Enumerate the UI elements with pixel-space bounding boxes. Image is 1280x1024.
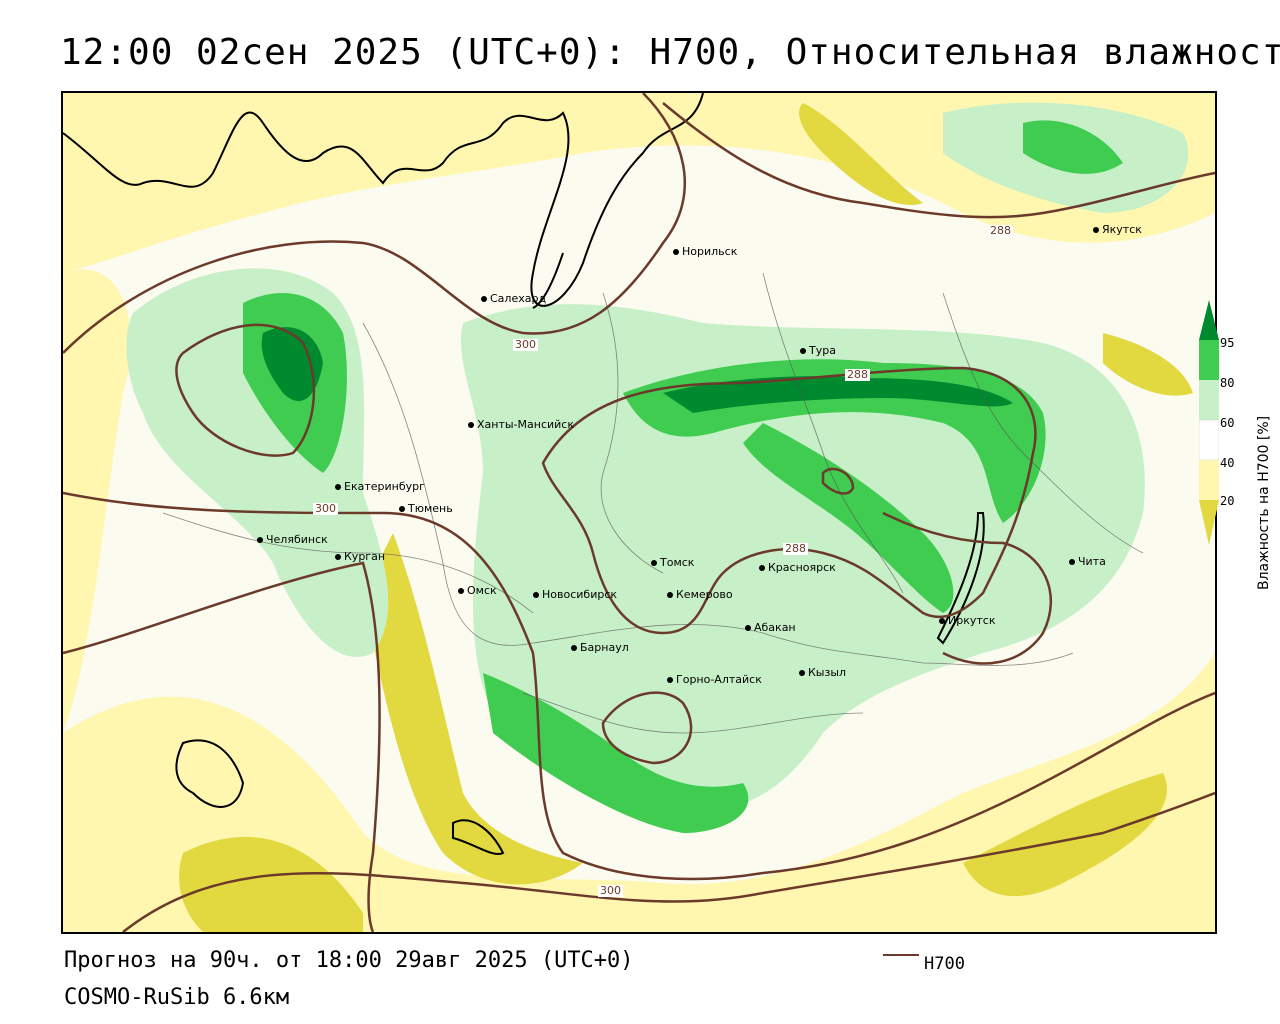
coastline-arctic (63, 93, 704, 307)
contour-label-300: 300 (598, 884, 623, 897)
model-label: COSMO-RuSib 6.6км (64, 985, 290, 1010)
dry-band-central (363, 533, 583, 885)
contour-300-south (63, 561, 381, 932)
city-khanty-mansiysk: Ханты-Мансийск (468, 418, 574, 431)
colorbar-band-60 (1199, 419, 1219, 461)
wet-patch-northeast (1023, 120, 1123, 174)
city-abakan: Абакан (745, 621, 796, 634)
very-wet-arc (663, 376, 1013, 413)
border-2 (600, 292, 664, 574)
forecast-label: Прогноз на 90ч. от 18:00 29авг 2025 (UTC… (64, 948, 634, 973)
dry-patch-north (799, 103, 923, 205)
contour-300-north (63, 93, 686, 354)
moist-regions (126, 102, 1189, 833)
dry-regions (63, 93, 1215, 932)
border-6 (942, 292, 1144, 554)
dry-band-southeast (963, 773, 1167, 897)
city-krasnoyarsk: Красноярск (759, 561, 836, 574)
coastline-baikal (936, 512, 985, 645)
very-wet-west (261, 327, 323, 402)
dry-region-north (63, 93, 1215, 273)
city-chita: Чита (1069, 555, 1106, 568)
h700-legend-label: H700 (924, 954, 965, 974)
coastline-caspian (175, 739, 245, 808)
dry-patch-east (1103, 333, 1193, 396)
colorbar-bottom-arrow (1199, 500, 1219, 545)
colorbar-tick: 20 (1220, 494, 1235, 508)
city-kyzyl: Кызыл (799, 666, 846, 679)
contour-label-300: 300 (513, 338, 538, 351)
city-kurgan: Курган (335, 550, 385, 563)
coastline-gulf (532, 252, 564, 309)
h700-legend-line (883, 954, 919, 956)
contour-label-288: 288 (845, 368, 870, 381)
city-kemerovo: Кемерово (667, 588, 733, 601)
city-irkutsk: Иркутск (939, 614, 995, 627)
dry-region-west (63, 269, 131, 733)
dry-region-south (63, 653, 1215, 932)
colorbar-tick: 80 (1220, 376, 1235, 390)
colorbar (1199, 300, 1219, 545)
colorbar-band-95 (1199, 340, 1219, 380)
city-norilsk: Норильск (673, 245, 737, 258)
colorbar-tick: 40 (1220, 456, 1235, 470)
contour-288-inner (821, 467, 855, 495)
colorbar-band-40 (1199, 460, 1219, 500)
city-tyumen: Тюмень (399, 502, 453, 515)
dry-band-southwest (179, 836, 363, 932)
city-tura: Тура (800, 344, 836, 357)
contour-300-main (63, 491, 1215, 881)
colorbar-title: Влажность на H700 [%] (1256, 415, 1272, 590)
map-title: 12:00 02сен 2025 (UTC+0): H700, Относите… (60, 32, 1280, 73)
city-novosibirsk: Новосибирск (533, 588, 617, 601)
contour-300-west-loop (175, 323, 316, 457)
wet-band-diagonal (743, 423, 954, 613)
map-canvas (63, 93, 1215, 932)
city-gorno-altaysk: Горно-Алтайск (667, 673, 762, 686)
border-3 (762, 272, 904, 594)
city-yekaterinburg: Екатеринбург (335, 480, 425, 493)
coastlines (63, 93, 985, 855)
map-panel: 300 300 300 288 288 288 Норильск Салехар… (61, 91, 1217, 934)
contour-288-main (541, 366, 1037, 635)
region-borders (162, 272, 1144, 734)
city-tomsk: Томск (651, 556, 694, 569)
contour-label-288: 288 (783, 542, 808, 555)
contour-288-east (882, 511, 1053, 665)
city-barnaul: Барнаул (571, 641, 629, 654)
city-omsk: Омск (458, 584, 497, 597)
border-1 (362, 322, 1074, 666)
contour-label-300: 300 (313, 502, 338, 515)
contour-300-outer (122, 791, 1215, 932)
border-5 (522, 692, 864, 734)
colorbar-band-80 (1199, 380, 1219, 420)
city-chelyabinsk: Челябинск (257, 533, 328, 546)
colorbar-top-arrow (1199, 300, 1219, 340)
contour-288-south-loop (601, 691, 693, 765)
city-salekhard: Салехард (481, 292, 546, 305)
coastline-balkhash (452, 819, 505, 855)
contour-288-north (662, 102, 1215, 219)
wet-region-south (483, 673, 749, 833)
border-4 (162, 512, 534, 614)
contour-label-288: 288 (988, 224, 1013, 237)
h700-contours (63, 93, 1215, 932)
colorbar-tick: 95 (1220, 336, 1235, 350)
colorbar-tick: 60 (1220, 416, 1235, 430)
city-yakutsk: Якутск (1093, 223, 1142, 236)
